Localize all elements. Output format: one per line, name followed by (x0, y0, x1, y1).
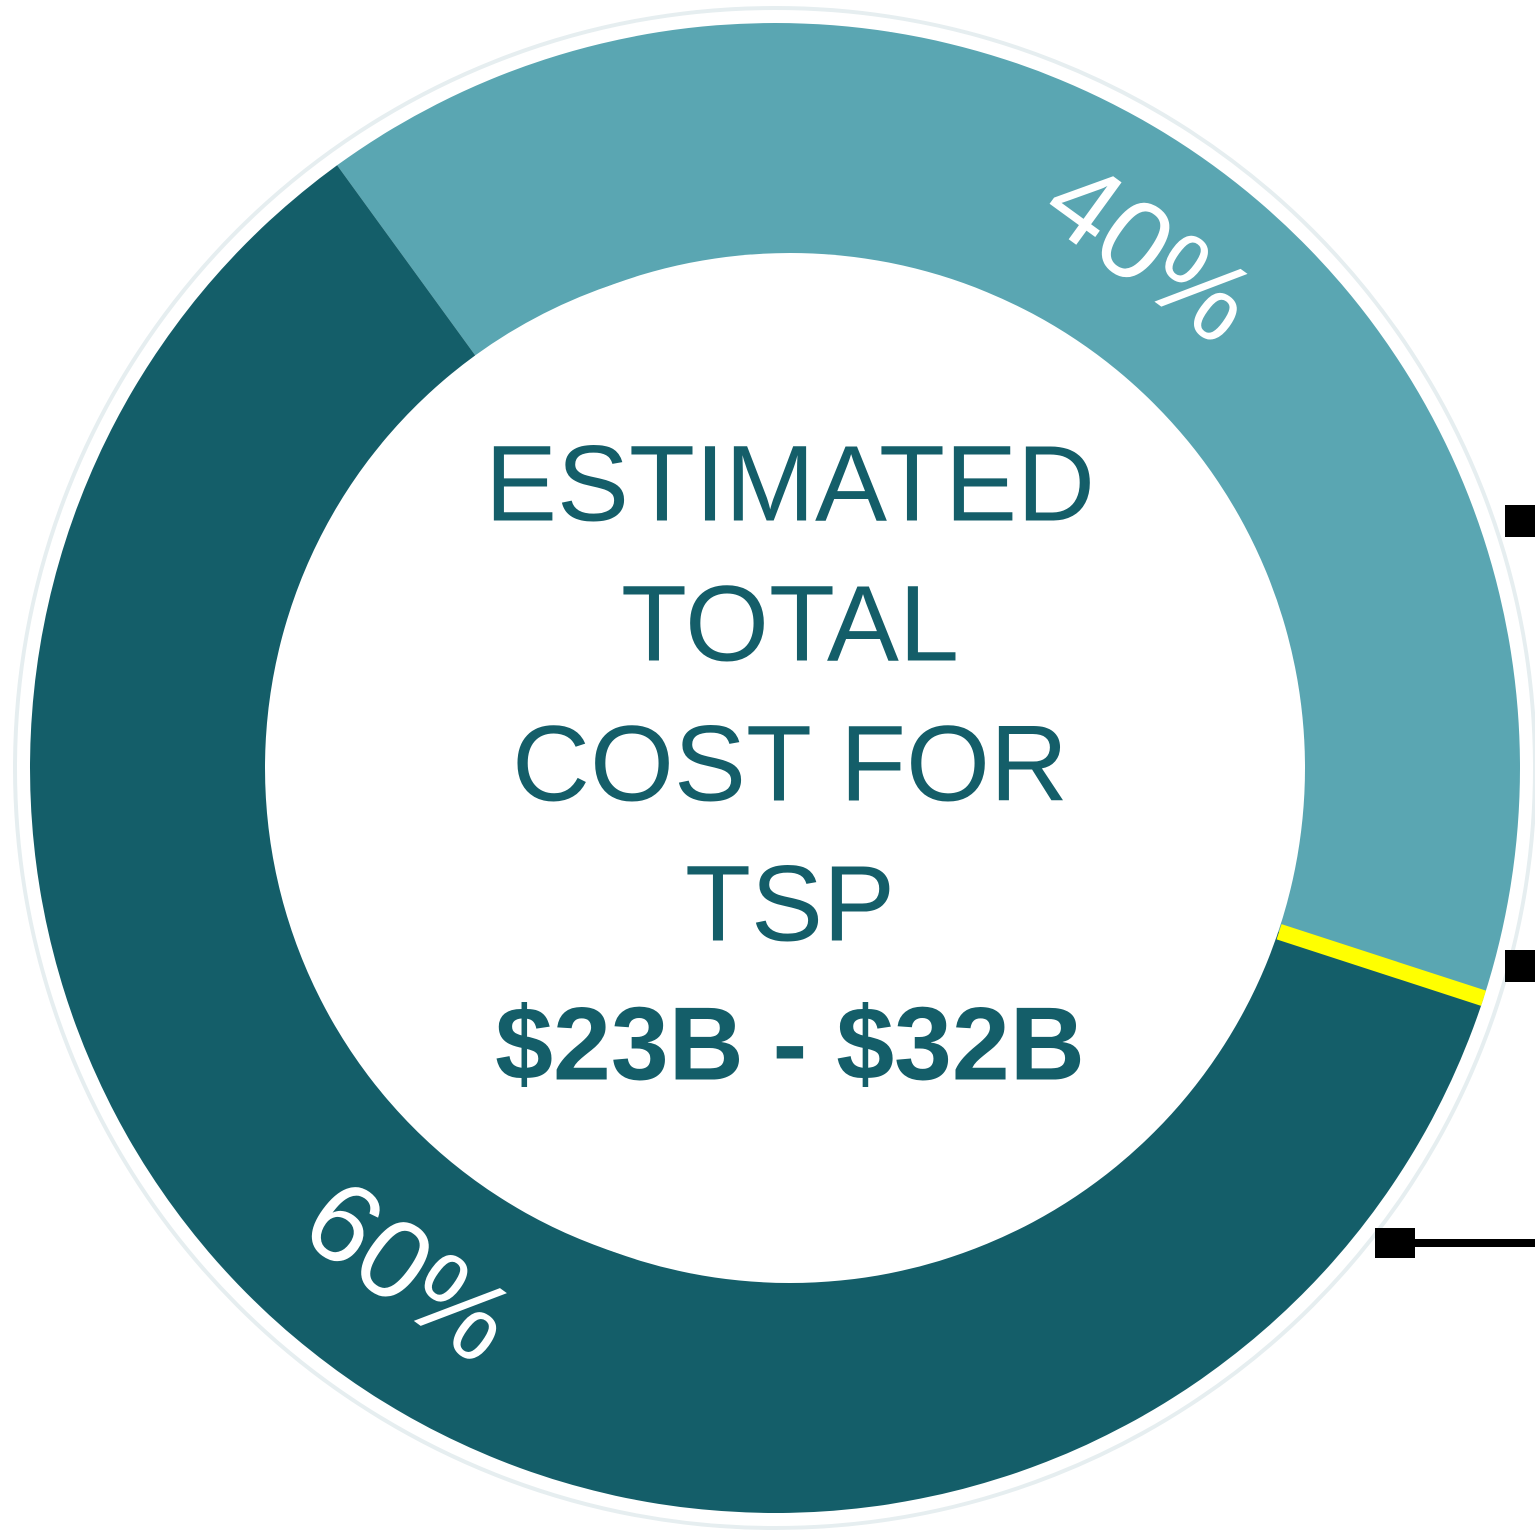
leader-marker (1505, 505, 1535, 537)
center-value: $23B - $32B (495, 986, 1085, 1102)
slice (337, 23, 1520, 999)
leader-marker (1505, 950, 1535, 982)
center-text: ESTIMATED TOTAL COST FOR TSP $23B - $32B (485, 423, 1095, 1103)
leader-lines (1375, 505, 1535, 1258)
slice (29, 165, 1484, 1514)
center-label: ESTIMATED (485, 423, 1095, 544)
donut-hole (275, 253, 1305, 1283)
center-label: TOTAL (621, 563, 959, 684)
separator (1276, 924, 1487, 1006)
leader-marker (1375, 1228, 1415, 1258)
center-label: COST FOR (512, 703, 1068, 824)
center-label: TSP (685, 843, 895, 964)
